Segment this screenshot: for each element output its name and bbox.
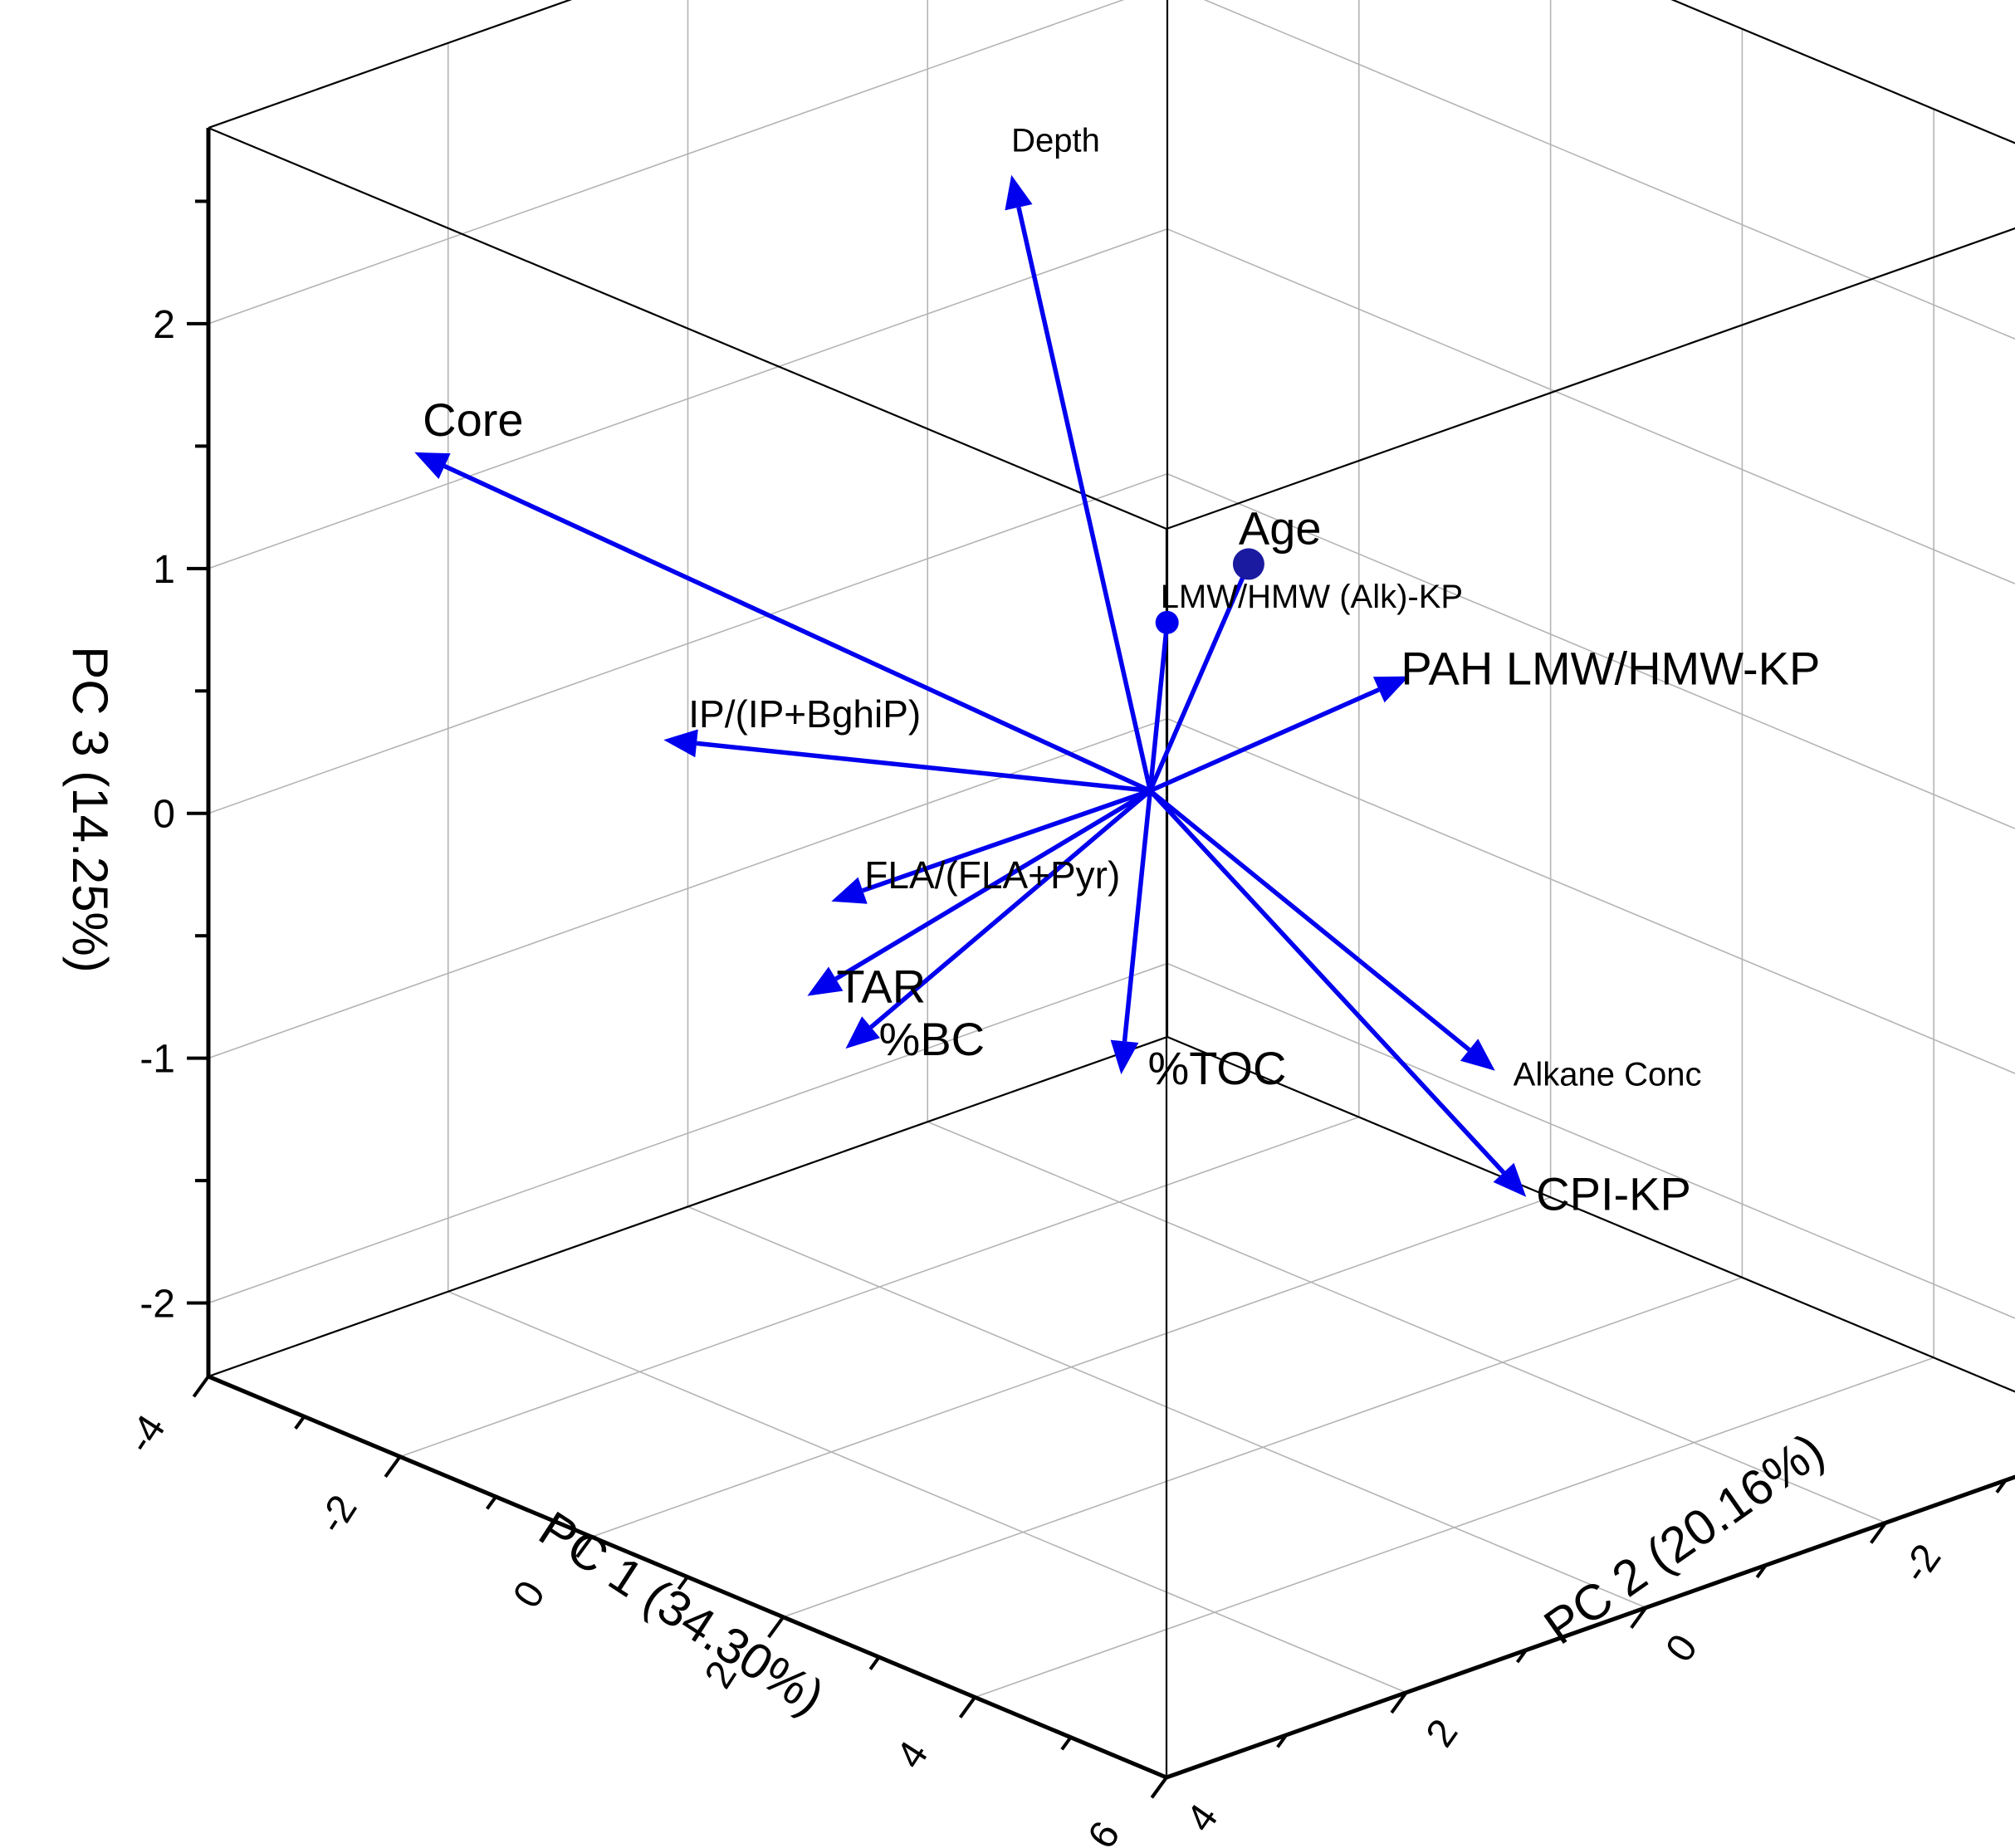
side-wall-gridline-pc3 (208, 962, 1168, 1304)
label-tar: TAR (836, 961, 926, 1013)
vector-bc (869, 789, 1152, 1029)
floor-gridline-pc2 (927, 1121, 1886, 1523)
y-minor-tick (1755, 1564, 1768, 1579)
y-major-tick (1390, 1691, 1408, 1714)
vector-depth (1016, 207, 1153, 792)
x-minor-tick (868, 1655, 881, 1670)
back-wall-gridline-pc3 (1166, 962, 2015, 1319)
vector-core (443, 464, 1152, 794)
vector-lmw-hmw-alk-kp (1147, 622, 1170, 791)
label-cpi-kp: CPI-KP (1536, 1168, 1691, 1220)
x-minor-tick (677, 1576, 689, 1591)
y-minor-tick (1515, 1649, 1528, 1664)
x-minor-tick (486, 1495, 497, 1510)
z-tick-label: -1 (139, 1038, 175, 1082)
box-edge (208, 126, 1167, 530)
side-wall-gridline-pc3 (208, 228, 1168, 570)
z-tick-label: 2 (153, 303, 175, 347)
side-wall-gridline-pc3 (208, 0, 1125, 325)
back-wall-gridline-pc3 (1166, 228, 2015, 585)
vector-ip-ip-bghip (696, 741, 1151, 794)
y-major-tick (1630, 1606, 1648, 1629)
floor-gridline-pc2 (448, 1291, 1407, 1694)
vector-age (1147, 563, 1251, 792)
y-minor-tick (1276, 1733, 1288, 1748)
y-tick-label: -2 (1894, 1537, 1950, 1591)
label-depth: Depth (1011, 123, 1100, 159)
x-major-tick (958, 1696, 976, 1718)
y-axis-label: PC 2 (20.16%) (1534, 1422, 1834, 1655)
x-tick-label: 0 (505, 1573, 554, 1616)
box-frame (208, 0, 2015, 1777)
back-wall-gridline-pc3 (1166, 472, 2015, 829)
x-tick-label: -2 (310, 1488, 366, 1542)
arrowhead-ip-ip-bghip (663, 729, 698, 758)
arrowhead-core (414, 452, 451, 479)
box-edge (208, 0, 573, 130)
y-tick-label: 2 (1418, 1712, 1467, 1755)
x-minor-tick (294, 1415, 306, 1430)
z-tick-label: 1 (153, 548, 175, 592)
box-edge (1166, 1035, 2015, 1393)
arrowhead-toc (1110, 1039, 1139, 1075)
x-minor-tick (1060, 1736, 1073, 1751)
arrowhead-fla-fla-pyr (831, 877, 868, 904)
x-tick-label: -4 (118, 1407, 174, 1461)
label-alkane-conc: Alkane Conc (1514, 1057, 1702, 1093)
arrowhead-pah-lmw-hmw-kp (1372, 676, 1410, 703)
vector-toc (1122, 790, 1153, 1042)
z-tick-label: 0 (153, 793, 175, 837)
label-core: Core (423, 394, 523, 446)
box-edge (1670, 0, 2015, 144)
label-age: Age (1239, 501, 1322, 554)
box-edge (208, 1035, 1168, 1378)
y-tick-label: 0 (1657, 1626, 1706, 1670)
box-edge (1166, 227, 2015, 530)
y-major-tick (1150, 1776, 1168, 1799)
arrowhead-cpi-kp (1493, 1162, 1527, 1197)
vector-pah-lmw-hmw-kp (1149, 687, 1380, 794)
arrowhead-alkane-conc (1460, 1039, 1495, 1071)
y-major-tick (1869, 1522, 1887, 1544)
vector-tar (834, 789, 1152, 981)
label-pah-lmw-hmw-kp: PAH LMW/HMW-KP (1401, 643, 1820, 695)
y-minor-tick (1995, 1479, 2008, 1494)
back-wall-gridline-pc3 (1203, 0, 2015, 340)
floor-gridline-pc2 (1166, 1036, 2015, 1393)
x-axis-label: PC 1 (34.30%) (530, 1501, 834, 1726)
arrowhead-depth (1005, 174, 1033, 211)
label-ip-ip-bghip: IP/(IP+BghiP) (688, 692, 921, 736)
z-axis-label: PC 3 (14.25%) (62, 646, 118, 973)
x-major-tick (767, 1616, 785, 1639)
arrowhead-tar (807, 966, 844, 996)
marker-age (1232, 548, 1264, 580)
loading-vectors (414, 174, 1527, 1197)
x-major-tick (575, 1536, 594, 1558)
vector-fla-fla-pyr (862, 788, 1152, 893)
z-tick-label: -2 (139, 1283, 175, 1327)
marker-lmw-hmw-alk-kp (1155, 610, 1179, 634)
loading-labels: Core Depth IP/(IP+BghiP) FLA/(FLA+Pyr) TAR%B… (423, 123, 1820, 1220)
label-bc: %BC (879, 1013, 985, 1065)
arrowhead-bc (845, 1016, 880, 1049)
x-major-tick (192, 1375, 210, 1398)
label-fla-fla-pyr: FLA/(FLA+Pyr) (864, 853, 1120, 897)
x-major-tick (384, 1455, 402, 1479)
back-wall-gridline-pc3 (1166, 717, 2015, 1074)
vector-cpi-kp (1148, 789, 1506, 1175)
label-toc: %TOC (1147, 1042, 1286, 1094)
label-lmw-hmw-alk-kp: LMW/HMW (Alk)-KP (1161, 579, 1463, 615)
x-tick-label: 4 (888, 1733, 937, 1776)
y-tick-label: 4 (1178, 1797, 1227, 1840)
vector-alkane-conc (1148, 789, 1471, 1052)
x-tick-label: 6 (1080, 1814, 1129, 1848)
side-wall-gridline-pc3 (208, 472, 1168, 814)
